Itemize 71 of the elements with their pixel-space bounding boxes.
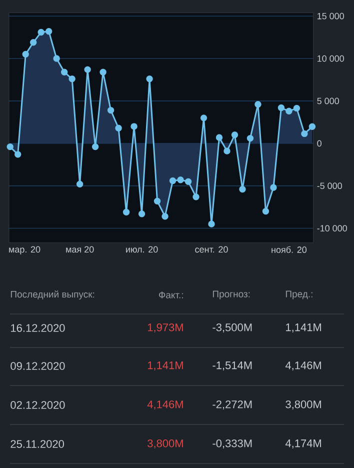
point xyxy=(177,176,184,184)
point xyxy=(146,76,153,82)
point xyxy=(262,208,270,215)
text: Факт.: xyxy=(159,292,183,298)
text: 4,146M xyxy=(147,400,183,410)
point xyxy=(154,198,161,204)
point xyxy=(308,123,316,130)
y-tick-label: 5 000 xyxy=(317,98,339,104)
point xyxy=(208,220,215,228)
point xyxy=(68,76,76,82)
text: Пред.: xyxy=(286,290,312,300)
point xyxy=(122,208,130,216)
point xyxy=(76,180,84,188)
x-tick-label: мая 20 xyxy=(66,246,94,253)
y-tick-label: -10 000 xyxy=(317,225,347,232)
point xyxy=(192,194,200,200)
point xyxy=(286,108,292,114)
x-tick-label: нояб. 20 xyxy=(272,246,307,253)
x-tick-label: мар. 20 xyxy=(9,246,40,254)
point xyxy=(84,66,91,73)
point xyxy=(138,210,146,218)
point xyxy=(301,130,308,138)
text: -3,500M xyxy=(212,323,252,333)
point xyxy=(200,114,208,122)
point xyxy=(254,101,262,108)
point xyxy=(115,124,122,132)
text: 4,174M xyxy=(285,440,321,448)
y-tick-label: 15 000 xyxy=(318,12,344,20)
text: 3,800M xyxy=(148,439,183,449)
text: -0,333M xyxy=(212,439,252,449)
point xyxy=(107,106,114,114)
point xyxy=(184,178,192,185)
point xyxy=(130,123,138,130)
text: 3,800M xyxy=(286,400,321,410)
point xyxy=(162,213,168,220)
text: 4,146M xyxy=(285,361,321,371)
text: Прогноз: xyxy=(212,290,250,300)
text: -2,272M xyxy=(212,400,252,410)
point xyxy=(22,50,29,58)
text: 02.12.2020 xyxy=(10,401,65,409)
point xyxy=(30,39,37,46)
point xyxy=(45,28,52,35)
text: 1,973M xyxy=(148,323,183,333)
text: 16.12.2020 xyxy=(11,324,65,332)
text: 09.12.2020 xyxy=(10,362,65,370)
text: 1,141M xyxy=(148,362,183,370)
point xyxy=(293,104,300,112)
point xyxy=(60,68,68,76)
point xyxy=(239,186,246,193)
point xyxy=(100,68,106,76)
point xyxy=(270,184,277,191)
text: 1,141M xyxy=(286,324,321,332)
point xyxy=(6,143,14,150)
point xyxy=(216,134,223,141)
point xyxy=(38,28,44,36)
point xyxy=(224,148,230,154)
point xyxy=(92,143,99,150)
x-tick-label: сент. 20 xyxy=(195,246,228,253)
point xyxy=(278,104,285,112)
y-tick-label: 0 xyxy=(317,140,322,147)
point xyxy=(231,132,238,138)
point xyxy=(169,177,176,184)
text: -1,514M xyxy=(212,362,252,370)
point xyxy=(14,151,22,158)
text: 25.11.2020 xyxy=(10,440,64,448)
point xyxy=(53,55,60,62)
y-tick-label: -5 000 xyxy=(317,182,342,190)
x-tick-label: июл. 20 xyxy=(126,246,158,253)
text: Последний выпуск: xyxy=(10,290,94,300)
y-tick-label: 10 000 xyxy=(318,55,344,62)
point xyxy=(246,134,254,142)
